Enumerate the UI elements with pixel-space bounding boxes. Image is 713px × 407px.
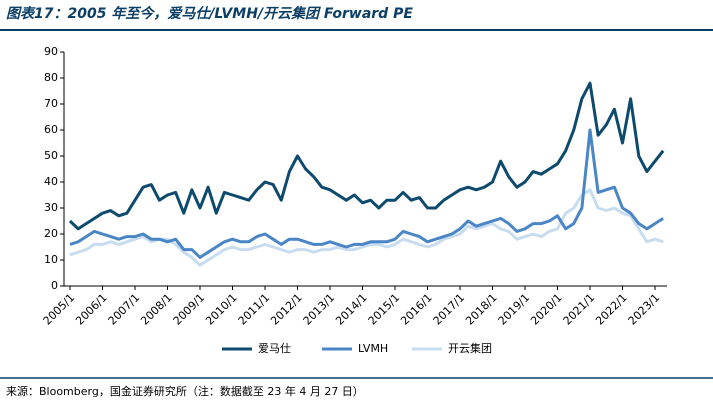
legend-label: 爱马仕 [258, 342, 291, 355]
x-tick-label: 2015/1 [366, 291, 403, 328]
x-tick-label: 2011/1 [236, 291, 273, 328]
y-tick-label: 60 [44, 123, 58, 136]
y-tick-label: 10 [44, 253, 58, 266]
x-tick-label: 2010/1 [203, 291, 240, 328]
x-tick-label: 2012/1 [268, 291, 305, 328]
x-tick-label: 2021/1 [561, 291, 598, 328]
x-tick-label: 2023/1 [626, 291, 663, 328]
y-tick-label: 70 [44, 97, 58, 110]
y-tick-label: 30 [44, 201, 58, 214]
x-tick-label: 2006/1 [73, 291, 110, 328]
chart-title: 图表17：2005 年至今，爱马仕/LVMH/开云集团 Forward PE [6, 5, 413, 22]
y-tick-label: 90 [44, 45, 58, 58]
x-tick-label: 2008/1 [138, 291, 175, 328]
legend-label: 开云集团 [448, 341, 492, 355]
series-line [68, 81, 665, 231]
x-tick-label: 2022/1 [593, 291, 630, 328]
x-tick-label: 2017/1 [431, 291, 468, 328]
y-tick-label: 50 [44, 149, 58, 162]
source: 来源：Bloomberg，国金证券研究所（注：数据截至 23 年 4 月 27 … [6, 384, 364, 398]
series-line [69, 128, 664, 259]
x-tick-label: 2020/1 [528, 291, 565, 328]
x-tick-label: 2009/1 [171, 291, 208, 328]
y-tick-label: 40 [44, 175, 58, 188]
x-tick-label: 2018/1 [463, 291, 500, 328]
x-tick-label: 2005/1 [41, 291, 78, 328]
y-tick-label: 0 [51, 279, 58, 292]
y-tick-label: 80 [44, 71, 58, 84]
x-tick-label: 2014/1 [333, 291, 370, 328]
x-tick-label: 2019/1 [496, 291, 533, 328]
legend-label: LVMH [358, 342, 388, 355]
y-tick-label: 20 [44, 227, 58, 240]
x-tick-label: 2013/1 [301, 291, 338, 328]
x-tick-label: 2016/1 [398, 291, 435, 328]
x-tick-label: 2007/1 [106, 291, 143, 328]
